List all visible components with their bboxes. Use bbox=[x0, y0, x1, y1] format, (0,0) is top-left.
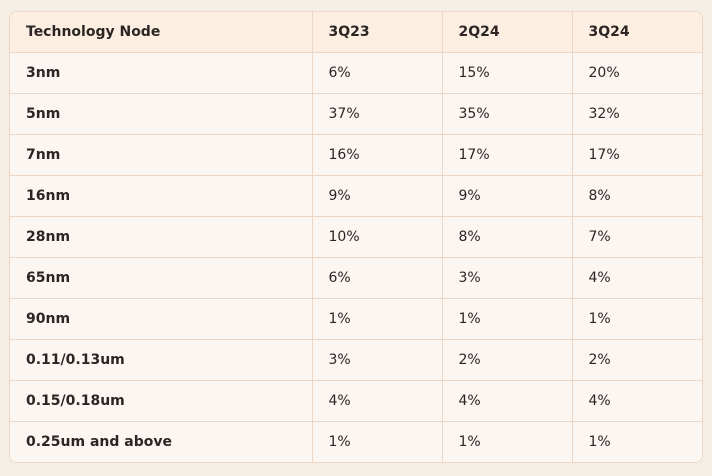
table-row: 16nm 9% 9% 8% bbox=[10, 175, 702, 217]
header-3q24: 3Q24 bbox=[572, 12, 702, 53]
value-cell-2q24: 17% bbox=[442, 134, 573, 176]
node-cell: 65nm bbox=[10, 257, 313, 299]
value-cell-3q24: 2% bbox=[572, 339, 702, 381]
node-cell: 90nm bbox=[10, 298, 313, 340]
value-cell-3q24: 4% bbox=[572, 257, 702, 299]
value-cell-2q24: 3% bbox=[442, 257, 573, 299]
node-cell: 16nm bbox=[10, 175, 313, 217]
node-cell: 0.11/0.13um bbox=[10, 339, 313, 381]
node-cell: 28nm bbox=[10, 216, 313, 258]
value-cell-3q24: 1% bbox=[572, 421, 702, 462]
value-cell-3q23: 1% bbox=[312, 421, 443, 462]
value-cell-2q24: 1% bbox=[442, 298, 573, 340]
value-cell-3q24: 17% bbox=[572, 134, 702, 176]
value-cell-3q23: 9% bbox=[312, 175, 443, 217]
table-header-row: Technology Node 3Q23 2Q24 3Q24 bbox=[10, 12, 702, 53]
header-2q24: 2Q24 bbox=[442, 12, 573, 53]
node-cell: 0.25um and above bbox=[10, 421, 313, 462]
value-cell-3q23: 4% bbox=[312, 380, 443, 422]
value-cell-3q23: 16% bbox=[312, 134, 443, 176]
value-cell-3q23: 3% bbox=[312, 339, 443, 381]
value-cell-2q24: 8% bbox=[442, 216, 573, 258]
value-cell-3q23: 1% bbox=[312, 298, 443, 340]
value-cell-3q23: 6% bbox=[312, 257, 443, 299]
value-cell-3q24: 32% bbox=[572, 93, 702, 135]
revenue-by-node-table: Technology Node 3Q23 2Q24 3Q24 3nm 6% 15% 2… bbox=[10, 12, 702, 462]
table-row: 0.25um and above 1% 1% 1% bbox=[10, 421, 702, 462]
table-row: 65nm 6% 3% 4% bbox=[10, 257, 702, 299]
revenue-by-node-table-container: Technology Node 3Q23 2Q24 3Q24 3nm 6% 15% 2… bbox=[9, 11, 703, 463]
table-row: 28nm 10% 8% 7% bbox=[10, 216, 702, 258]
value-cell-2q24: 4% bbox=[442, 380, 573, 422]
value-cell-2q24: 9% bbox=[442, 175, 573, 217]
header-technology-node: Technology Node bbox=[10, 12, 313, 53]
table-row: 90nm 1% 1% 1% bbox=[10, 298, 702, 340]
table-row: 0.11/0.13um 3% 2% 2% bbox=[10, 339, 702, 381]
value-cell-3q24: 4% bbox=[572, 380, 702, 422]
value-cell-3q24: 8% bbox=[572, 175, 702, 217]
table-row: 0.15/0.18um 4% 4% 4% bbox=[10, 380, 702, 422]
node-cell: 7nm bbox=[10, 134, 313, 176]
node-cell: 0.15/0.18um bbox=[10, 380, 313, 422]
table-row: 5nm 37% 35% 32% bbox=[10, 93, 702, 135]
table-row: 3nm 6% 15% 20% bbox=[10, 52, 702, 94]
value-cell-2q24: 1% bbox=[442, 421, 573, 462]
value-cell-3q24: 7% bbox=[572, 216, 702, 258]
value-cell-3q23: 10% bbox=[312, 216, 443, 258]
value-cell-3q23: 6% bbox=[312, 52, 443, 94]
value-cell-3q23: 37% bbox=[312, 93, 443, 135]
table-row: 7nm 16% 17% 17% bbox=[10, 134, 702, 176]
value-cell-3q24: 20% bbox=[572, 52, 702, 94]
value-cell-2q24: 2% bbox=[442, 339, 573, 381]
node-cell: 5nm bbox=[10, 93, 313, 135]
value-cell-2q24: 15% bbox=[442, 52, 573, 94]
value-cell-3q24: 1% bbox=[572, 298, 702, 340]
value-cell-2q24: 35% bbox=[442, 93, 573, 135]
header-3q23: 3Q23 bbox=[312, 12, 443, 53]
node-cell: 3nm bbox=[10, 52, 313, 94]
table-body: 3nm 6% 15% 20% 5nm 37% 35% 32% 7nm 16% 17% 17% 16nm 9… bbox=[10, 52, 702, 462]
